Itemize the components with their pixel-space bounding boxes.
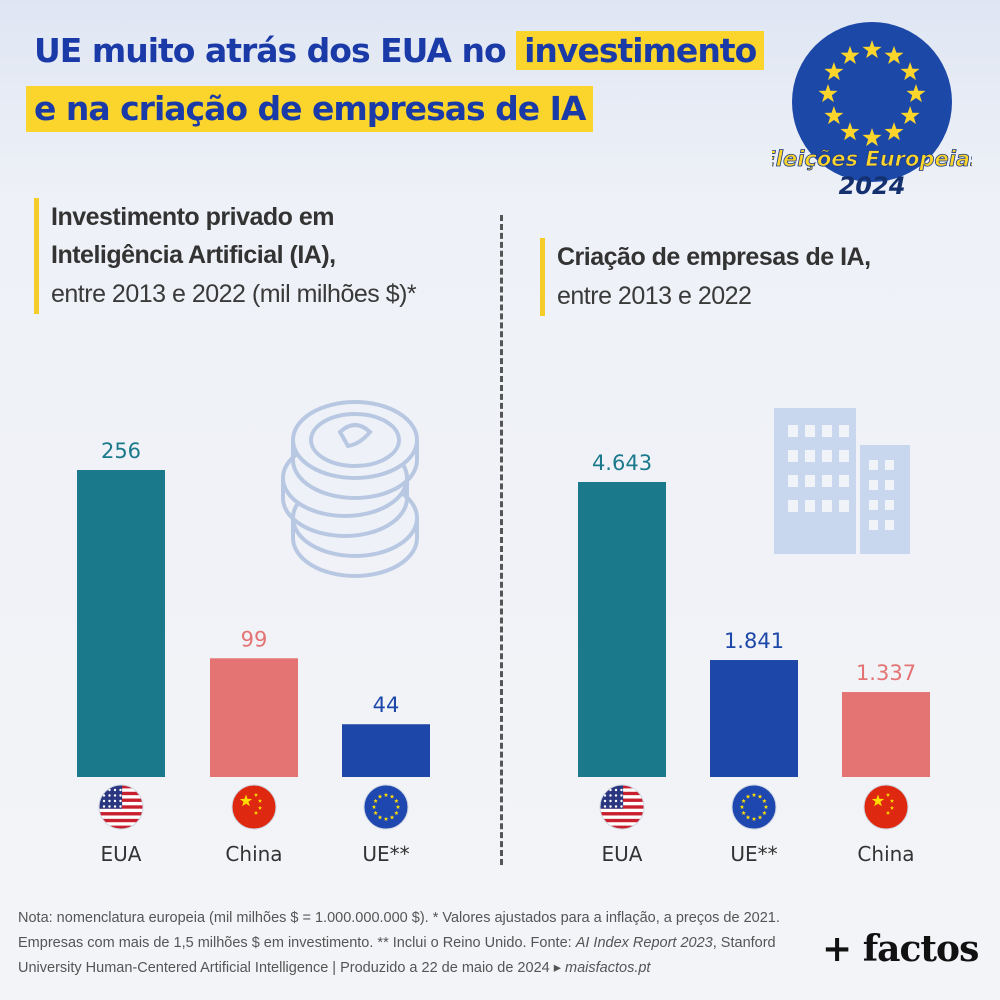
category-label-companies-1: EUA	[602, 842, 643, 866]
title-text: UE muito atrás dos EUA no	[34, 31, 507, 70]
us-flag-icon	[599, 784, 645, 830]
footnote: Nota: nomenclatura europeia (mil milhões…	[18, 906, 788, 981]
eu-flag-icon	[731, 784, 777, 830]
factos-logo: + factos	[822, 928, 979, 970]
eu-stars-icon	[818, 40, 926, 147]
left-section-header: Investimento privado em Inteligência Art…	[34, 198, 491, 314]
eu-elections-badge: Eleições Europeias 2024	[772, 22, 972, 200]
value-label-investment-1: 256	[101, 439, 141, 463]
badge-line-2: 2024	[839, 172, 906, 200]
value-label-companies-1: 4.643	[592, 451, 652, 475]
bar-investment-2	[210, 658, 298, 777]
title-highlight: investimento	[516, 31, 765, 70]
right-header-line-2: entre 2013 e 2022	[557, 282, 752, 310]
left-header-line-1: Investimento privado em	[51, 203, 335, 231]
right-section-header: Criação de empresas de IA, entre 2013 e …	[540, 238, 977, 316]
footnote-text: Empresas com mais de 1,5 milhões $ em in…	[18, 935, 576, 951]
left-header-line-3: entre 2013 e 2022 (mil milhões $)*	[51, 280, 417, 308]
bar-companies-3	[842, 692, 930, 777]
site-link[interactable]: maisfactos.pt	[565, 960, 651, 976]
china-flag-icon	[231, 784, 277, 830]
bar-investment-1	[77, 470, 165, 777]
buildings-icon	[774, 408, 910, 554]
category-label-investment-1: EUA	[101, 842, 142, 866]
footnote-text: University Human-Centered Artificial Int…	[18, 960, 566, 976]
eu-flag-icon	[363, 784, 409, 830]
footnote-text: , Stanford	[712, 935, 776, 951]
footnote-line-3: University Human-Centered Artificial Int…	[18, 956, 788, 981]
value-label-investment-3: 44	[373, 693, 400, 717]
section-divider	[500, 215, 503, 865]
footnote-line-1: Nota: nomenclatura europeia (mil milhões…	[18, 910, 780, 926]
page-title-line-2: e na criação de empresas de IA	[26, 86, 594, 132]
value-label-investment-2: 99	[241, 627, 268, 651]
category-label-investment-3: UE**	[362, 842, 409, 866]
bar-companies-1	[578, 482, 666, 777]
bar-investment-3	[342, 724, 430, 777]
footnote-line-2: Empresas com mais de 1,5 milhões $ em in…	[18, 931, 788, 956]
category-label-investment-2: China	[225, 842, 282, 866]
china-flag-icon	[863, 784, 909, 830]
right-header-line-1: Criação de empresas de IA,	[557, 243, 871, 271]
value-label-companies-2: 1.841	[724, 629, 784, 653]
bar-companies-2	[710, 660, 798, 777]
coins-icon	[281, 400, 419, 578]
left-header-line-2: Inteligência Artificial (IA),	[51, 241, 336, 269]
category-label-companies-3: China	[857, 842, 914, 866]
category-label-companies-2: UE**	[730, 842, 777, 866]
badge-line-1: Eleições Europeias	[772, 147, 972, 171]
source-title: AI Index Report 2023	[575, 935, 713, 951]
eu-badge-circle	[792, 22, 952, 182]
page-title-line-1: UE muito atrás dos EUA no investimento	[26, 28, 772, 74]
value-label-companies-3: 1.337	[856, 661, 916, 685]
us-flag-icon	[98, 784, 144, 830]
